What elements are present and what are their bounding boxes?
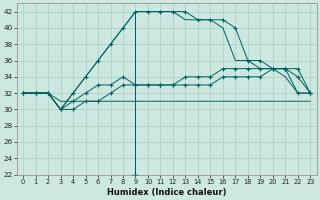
X-axis label: Humidex (Indice chaleur): Humidex (Indice chaleur) — [107, 188, 227, 197]
